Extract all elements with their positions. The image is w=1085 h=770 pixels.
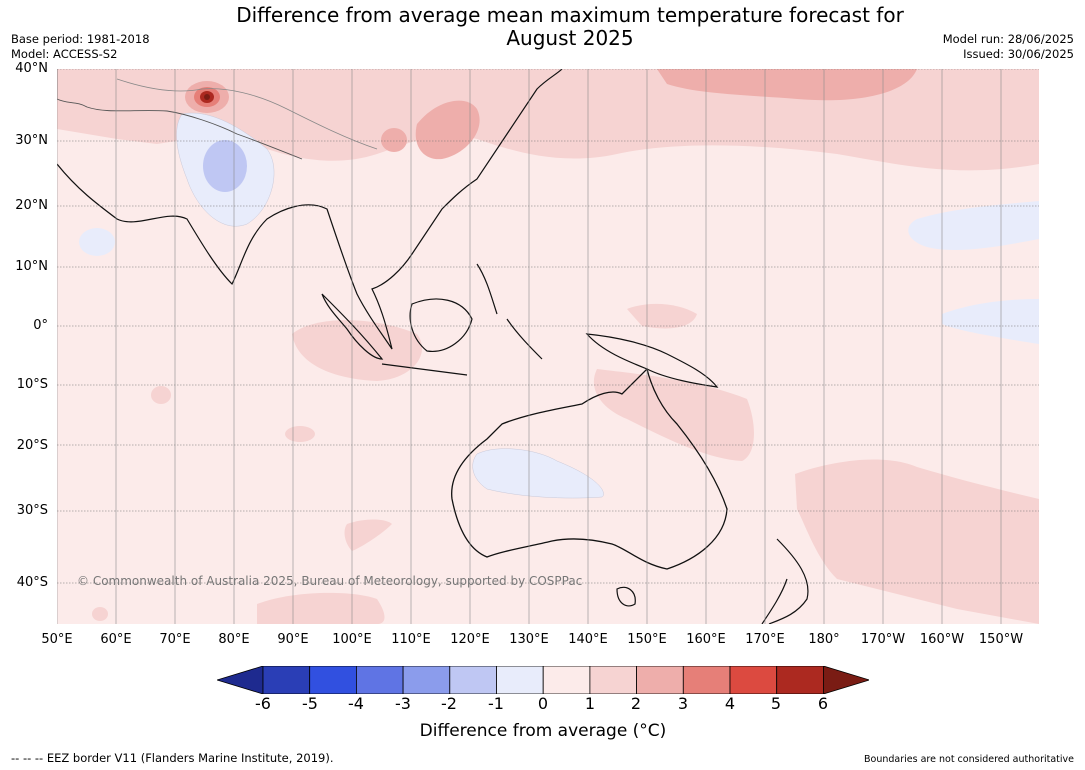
lat-label: 0°	[33, 318, 48, 333]
colorbar-arrow-high	[823, 666, 869, 694]
colorbar-segment	[636, 666, 684, 694]
lat-label: 10°N	[15, 259, 48, 274]
base-period: Base period: 1981-2018	[11, 32, 150, 46]
colorbar-tick: -6	[255, 694, 271, 713]
colorbar-title: Difference from average (°C)	[419, 721, 667, 741]
colorbar-segment	[355, 666, 404, 694]
colorbar-tick: 1	[584, 694, 596, 713]
colorbar-tick: 5	[770, 694, 782, 713]
colorbar-segment	[776, 666, 824, 694]
colorbar-tick: 4	[724, 694, 736, 713]
copyright-notice: © Commonwealth of Australia 2025, Bureau…	[77, 574, 583, 588]
colorbar-tick: 3	[677, 694, 689, 713]
lon-label: 70°E	[159, 632, 191, 647]
colorbar-segment	[309, 666, 357, 694]
lon-label: 170°W	[860, 632, 906, 647]
lon-label: 60°E	[100, 632, 132, 647]
lon-label: 140°E	[568, 632, 608, 647]
colorbar-segment	[682, 666, 731, 694]
lat-label: 40°N	[15, 61, 48, 76]
title-line-2: August 2025	[506, 26, 634, 50]
lon-label: 100°E	[332, 632, 372, 647]
colorbar-tick: -1	[488, 694, 504, 713]
colorbar-tick: -2	[441, 694, 457, 713]
colorbar-tick: 2	[630, 694, 642, 713]
boundaries-disclaimer: Boundaries are not considered authoritat…	[864, 754, 1074, 765]
colorbar-segment	[729, 666, 778, 694]
model-run: Model run: 28/06/2025	[942, 32, 1074, 46]
colorbar-segment	[542, 666, 591, 694]
lon-label: 150°W	[978, 632, 1024, 647]
lon-label: 120°E	[450, 632, 490, 647]
colorbar-segment	[262, 666, 311, 694]
colorbar-segment	[449, 666, 497, 694]
eez-border-note: -- -- -- EEZ border V11 (Flanders Marine…	[11, 751, 334, 765]
colorbar-tick: 0	[537, 694, 549, 713]
lon-label: 130°E	[509, 632, 549, 647]
lat-label: 40°S	[16, 575, 48, 590]
lon-label: 90°E	[277, 632, 309, 647]
colorbar-tick: 6	[817, 694, 829, 713]
lon-label: 160°W	[919, 632, 965, 647]
colorbar-arrow-low	[217, 666, 264, 694]
lat-label: 10°S	[16, 377, 48, 392]
lat-label: 20°N	[15, 198, 48, 213]
meta-right: Model run: 28/06/2025 Issued: 30/06/2025	[943, 32, 1074, 62]
colorbar	[217, 666, 869, 694]
temperature-anomaly-map	[57, 69, 1039, 624]
lon-label: 170°E	[745, 632, 785, 647]
colorbar-segment	[496, 666, 544, 694]
issued-date: Issued: 30/06/2025	[963, 47, 1074, 61]
colorbar-tick: -3	[395, 694, 411, 713]
title-line-1: Difference from average mean maximum tem…	[236, 3, 904, 27]
lat-label: 30°N	[15, 133, 48, 148]
colorbar-segment	[402, 666, 451, 694]
lon-label: 160°E	[686, 632, 726, 647]
colorbar-tick: -5	[302, 694, 318, 713]
lon-label: 80°E	[218, 632, 250, 647]
model-name: Model: ACCESS-S2	[11, 47, 118, 61]
map-title: Difference from average mean maximum tem…	[200, 4, 940, 50]
colorbar-segment	[589, 666, 637, 694]
lon-label: 50°E	[41, 632, 73, 647]
colorbar-tick: -4	[348, 694, 364, 713]
meta-left: Base period: 1981-2018 Model: ACCESS-S2	[11, 32, 150, 62]
lat-label: 20°S	[16, 438, 48, 453]
lon-label: 110°E	[391, 632, 431, 647]
lon-label: 180°	[808, 632, 840, 647]
lat-label: 30°S	[16, 503, 48, 518]
lon-label: 150°E	[627, 632, 667, 647]
